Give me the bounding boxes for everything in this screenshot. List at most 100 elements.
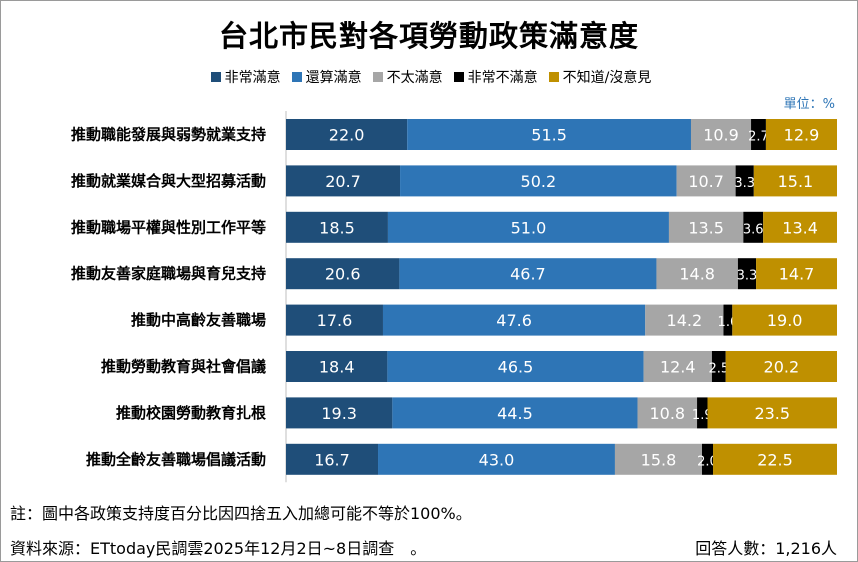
bar-segment — [399, 258, 657, 290]
legend-swatch — [372, 72, 383, 82]
bar-segment — [286, 351, 388, 382]
bar-segment — [707, 397, 837, 429]
legend: 非常滿意 還算滿意 不太滿意 非常不滿意 不知道/沒意見 — [141, 67, 721, 87]
data-label: 12.9 — [784, 126, 820, 145]
data-label: 2.7 — [748, 130, 769, 145]
legend-item: 不知道/沒意見 — [548, 67, 652, 87]
data-label: 14.8 — [679, 265, 715, 284]
bar-segment — [286, 397, 393, 429]
legend-item: 不太滿意 — [372, 67, 443, 87]
data-label: 46.7 — [510, 265, 546, 284]
legend-label: 還算滿意 — [305, 70, 362, 86]
data-label: 20.2 — [764, 358, 800, 377]
bar-segment — [286, 304, 383, 336]
data-label: 14.2 — [667, 311, 703, 330]
data-label: 50.2 — [521, 172, 557, 191]
data-label: 13.4 — [782, 218, 818, 237]
data-label: 2.5 — [708, 362, 729, 377]
bar-segment — [286, 165, 401, 197]
data-label: 2.0 — [697, 454, 718, 469]
bar-segment — [286, 443, 379, 475]
bar-segment — [387, 351, 644, 382]
data-label: 10.8 — [649, 404, 685, 423]
legend-item: 非常不滿意 — [453, 67, 538, 87]
bar-segment — [286, 119, 408, 150]
data-label: 15.1 — [778, 172, 814, 191]
bar-segment — [751, 119, 766, 150]
bar-segment — [378, 443, 615, 475]
category-label: 推動就業媒合與大型招募活動 — [71, 172, 266, 190]
category-label: 推動校園勞動教育扎根 — [116, 404, 266, 422]
bar-segment — [690, 119, 752, 150]
bar-segment — [637, 397, 698, 429]
legend-swatch — [548, 72, 559, 82]
bar-segment — [676, 165, 736, 197]
data-label: 13.5 — [688, 218, 724, 237]
bar-segment — [643, 351, 712, 382]
legend-label: 不知道/沒意見 — [562, 70, 652, 86]
bar-segment — [614, 443, 703, 475]
data-source: 資料來源：ETtoday民調雲2025年12月2日~8日調查 。 — [10, 539, 427, 558]
legend-label: 非常滿意 — [224, 70, 281, 86]
data-label: 51.5 — [531, 126, 567, 145]
bar-segment — [407, 119, 691, 150]
data-label: 3.3 — [734, 176, 755, 191]
category-label: 推動職場平權與性別工作平等 — [71, 218, 266, 236]
bar-segment — [753, 165, 837, 197]
bar-segment — [737, 258, 757, 290]
category-label: 推動職能發展與弱勢就業支持 — [71, 126, 266, 144]
data-label: 19.3 — [321, 404, 357, 423]
bar-segment — [743, 211, 764, 243]
legend-swatch — [453, 72, 464, 82]
data-label: 22.0 — [329, 126, 365, 145]
bar-segment — [756, 258, 837, 290]
data-label: 17.6 — [317, 311, 353, 330]
bar-segment — [723, 304, 733, 336]
bar-segment — [763, 211, 837, 243]
bar-segment — [732, 304, 837, 336]
data-label: 15.8 — [641, 450, 677, 469]
respondent-count: 回答人數：1,216人 — [695, 539, 837, 558]
data-label: 18.5 — [319, 218, 355, 237]
data-label: 18.4 — [319, 358, 355, 377]
bar-segment — [382, 304, 646, 336]
bar-segment — [286, 211, 388, 243]
data-label: 14.7 — [779, 265, 815, 284]
bar-segment — [387, 211, 669, 243]
data-label: 3.6 — [743, 222, 764, 237]
legend-label: 不太滿意 — [386, 70, 443, 86]
bar-segment — [702, 443, 714, 475]
legend-item: 還算滿意 — [291, 67, 362, 87]
data-label: 3.3 — [737, 269, 758, 284]
legend-swatch — [291, 72, 302, 82]
bar-segment — [645, 304, 724, 336]
data-label: 43.0 — [479, 450, 515, 469]
bar-segment — [392, 397, 638, 429]
bar-segment — [656, 258, 738, 290]
data-label: 10.9 — [703, 126, 739, 145]
footnote: 註：圖中各政策支持度百分比因四捨五入加總可能不等於100%。 — [10, 504, 472, 523]
data-label: 19.0 — [767, 311, 803, 330]
category-label: 推動全齡友善職場倡議活動 — [86, 450, 266, 468]
data-label: 16.7 — [314, 450, 350, 469]
legend-label: 非常不滿意 — [467, 70, 538, 86]
bar-segment — [697, 397, 708, 429]
bar-segment — [735, 165, 754, 197]
data-label: 44.5 — [497, 404, 533, 423]
data-label: 20.6 — [325, 265, 361, 284]
data-label: 20.7 — [325, 172, 361, 191]
data-label: 22.5 — [757, 450, 793, 469]
bar-segment — [711, 351, 726, 382]
bar-segment — [713, 443, 837, 475]
category-label: 推動中高齡友善職場 — [131, 311, 266, 329]
legend-item: 非常滿意 — [210, 67, 281, 87]
bar-segment — [725, 351, 837, 382]
bar-segment — [668, 211, 744, 243]
unit-label: 單位：% — [783, 97, 835, 112]
data-label: 1.9 — [692, 408, 713, 423]
data-label: 12.4 — [660, 358, 696, 377]
bar-segment — [765, 119, 837, 150]
bar-segment — [286, 258, 400, 290]
data-label: 47.6 — [496, 311, 532, 330]
